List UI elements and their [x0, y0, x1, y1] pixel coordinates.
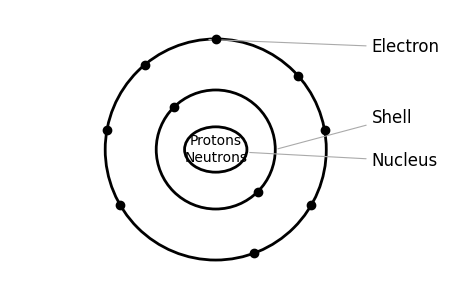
- Text: Protons
Neutrons: Protons Neutrons: [184, 134, 247, 165]
- Text: Nucleus: Nucleus: [250, 152, 438, 170]
- Text: Electron: Electron: [209, 39, 439, 57]
- Text: Shell: Shell: [278, 109, 412, 149]
